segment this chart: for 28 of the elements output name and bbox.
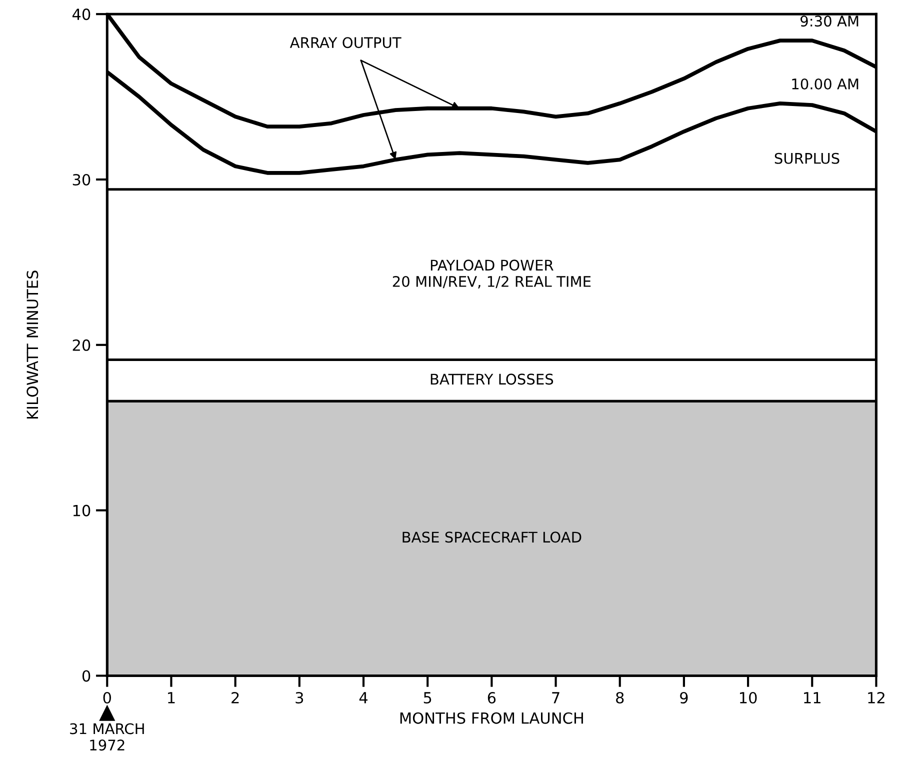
x-tick-label: 0 (103, 692, 111, 704)
x-tick-label: 5 (424, 692, 432, 704)
annotation: ARRAY OUTPUT (290, 37, 402, 48)
x-tick-label: 6 (488, 692, 496, 704)
series-label: 10.00 AM (792, 78, 858, 90)
y-tick-label: 30 (72, 174, 90, 186)
text: 31 MARCH 1972 (70, 723, 144, 751)
band-label: BATTERY LOSSES (430, 374, 554, 385)
band-label: PAYLOAD POWER 20 MIN/REV, 1/2 REAL TIME (392, 260, 591, 288)
y-tick-label: 10 (73, 504, 90, 516)
y-tick-label: 40 (72, 8, 90, 20)
x-tick-label: 9 (680, 692, 688, 704)
x-tick-label: 10 (740, 692, 757, 704)
band-label: BASE SPACECRAFT LOAD (402, 532, 582, 543)
y-tick-label: 20 (72, 339, 90, 351)
annotation: SURPLUS (774, 152, 840, 164)
x-tick-label: 4 (359, 692, 368, 704)
x-tick-label: 1 (168, 692, 175, 704)
x-tick-label: 2 (232, 692, 239, 704)
x-tick-label: 3 (296, 692, 304, 704)
x-tick-label: 7 (552, 692, 560, 704)
x-tick-label: 8 (616, 692, 624, 704)
y-tick-label: 0 (82, 670, 90, 682)
y-axis-title: KILOWATT MINUTES (26, 270, 38, 419)
x-tick-label: 12 (868, 692, 884, 704)
x-tick-label: 11 (804, 692, 820, 704)
series-label: 9:30 AM (800, 16, 858, 27)
x-axis-title: MONTHS FROM LAUNCH (400, 712, 583, 724)
